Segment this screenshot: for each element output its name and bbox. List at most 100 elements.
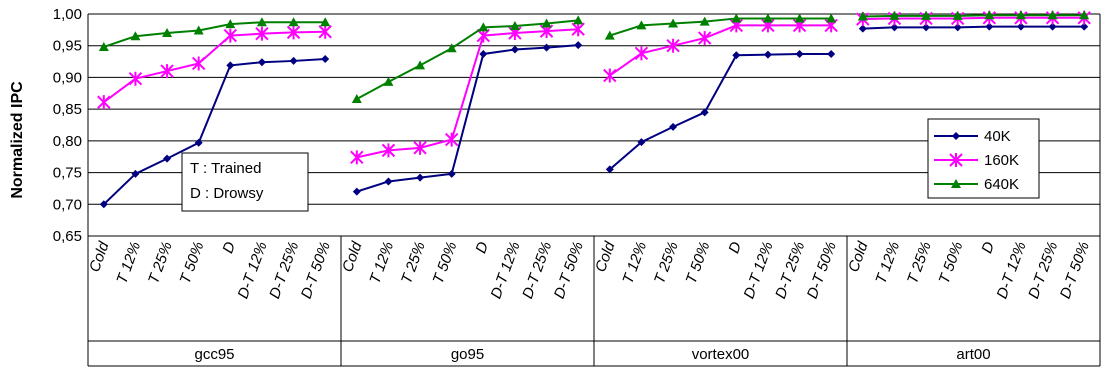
data-point [320, 17, 331, 27]
data-point [97, 95, 111, 110]
data-point [509, 21, 520, 31]
data-point [257, 58, 266, 67]
data-point [542, 43, 551, 52]
category-label: T 50% [683, 240, 714, 287]
category-label: T 25% [904, 240, 935, 287]
category-label: T 12% [872, 240, 903, 287]
data-point [666, 38, 680, 53]
data-point [949, 153, 963, 167]
data-point [922, 23, 931, 32]
data-point [384, 177, 393, 186]
data-point [763, 50, 772, 59]
data-point [889, 10, 900, 20]
category-label: D-T 12% [487, 240, 523, 301]
category-label: D-T 12% [993, 240, 1029, 301]
legend-label: 160K [984, 152, 1019, 169]
group-label: vortex00 [692, 346, 750, 363]
data-point [128, 71, 143, 86]
data-point [415, 60, 426, 70]
data-point [289, 56, 298, 65]
category-label: D-T 50% [804, 240, 840, 301]
data-point [446, 43, 457, 53]
y-tick-label: 0,70 [53, 196, 82, 213]
category-labels: Cold T 12% T 25% T 50% DD-T 12%D-T 25%D-T 50… [86, 239, 1093, 301]
data-point [98, 41, 109, 51]
category-label: D-T 50% [551, 240, 587, 301]
data-point [162, 28, 173, 38]
y-tick-label: 0,85 [53, 101, 82, 118]
data-point [131, 169, 140, 178]
series-line [609, 24, 832, 77]
category-label: T 25% [145, 240, 176, 287]
y-tick-label: 0,65 [53, 228, 82, 245]
category-label: D-T 25% [519, 240, 555, 301]
category-label: T 12% [366, 240, 397, 287]
series-line [862, 16, 1085, 21]
data-point [478, 22, 489, 32]
data-point [225, 19, 236, 29]
group-label: go95 [451, 346, 484, 363]
data-point [286, 25, 301, 40]
data-point [571, 22, 585, 37]
data-point [637, 138, 646, 147]
annotation-drowsy: D : Drowsy [190, 185, 264, 202]
data-point [479, 49, 488, 58]
data-point [160, 64, 174, 79]
data-point [952, 10, 963, 20]
data-point [921, 10, 932, 20]
category-label: Cold [845, 239, 872, 274]
legend-label: 640K [984, 176, 1019, 193]
group-label: gcc95 [194, 346, 234, 363]
data-point [603, 68, 617, 83]
data-point [697, 31, 712, 46]
category-label: D-T 50% [298, 240, 334, 301]
data-point [827, 49, 836, 58]
series-line [862, 25, 1085, 30]
annotation-trained: T : Trained [190, 160, 261, 177]
data-point [255, 26, 269, 41]
category-label: D-T 50% [1057, 240, 1093, 301]
group-label: art00 [956, 346, 990, 363]
data-point [731, 13, 742, 23]
data-point [351, 93, 362, 103]
series-line [609, 52, 832, 171]
series-line [862, 14, 1085, 18]
y-tick-label: 0,90 [53, 69, 82, 86]
data-point [634, 46, 649, 61]
data-point [984, 10, 995, 20]
y-tick-labels: 0,65 0,70 0,75 0,80 0,85 0,90 0,95 1,00 [53, 6, 82, 245]
y-tick-label: 1,00 [53, 6, 82, 23]
category-frame [87, 14, 1101, 367]
data-point [1047, 10, 1058, 20]
category-label: T 50% [177, 240, 208, 287]
category-label: T 25% [651, 240, 682, 287]
data-point [350, 150, 364, 165]
series-line [609, 17, 832, 37]
data-point [318, 24, 332, 39]
y-tick-label: 0,80 [53, 133, 82, 150]
data-point [700, 108, 709, 117]
data-point [191, 56, 206, 71]
data-point [1079, 10, 1090, 20]
category-label: D [219, 239, 239, 255]
category-label: T 50% [936, 240, 967, 287]
data-point [447, 169, 456, 178]
data-point [413, 140, 427, 155]
data-point [416, 173, 425, 182]
data-point [321, 55, 330, 64]
legend-label: 40K [984, 128, 1011, 145]
category-label: D-T 12% [740, 240, 776, 301]
group-labels: gcc95 go95 vortex00 art00 [194, 346, 990, 363]
data-point [383, 76, 394, 86]
legend: 40K 160K 640K [927, 118, 1040, 199]
annotation-box: T : Trained D : Drowsy [181, 152, 309, 212]
data-point [985, 22, 994, 31]
data-point [952, 132, 960, 140]
data-point [223, 28, 238, 43]
data-point [1048, 22, 1057, 31]
category-label: Cold [86, 239, 113, 274]
data-point [256, 17, 267, 27]
data-point [890, 23, 899, 32]
series-line [103, 30, 326, 103]
